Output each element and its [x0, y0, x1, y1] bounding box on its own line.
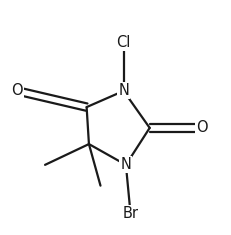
Text: Cl: Cl [116, 35, 131, 50]
Text: Br: Br [122, 206, 139, 221]
Text: O: O [196, 120, 208, 135]
Text: O: O [12, 83, 23, 98]
Text: N: N [118, 83, 129, 98]
Text: N: N [120, 157, 131, 172]
